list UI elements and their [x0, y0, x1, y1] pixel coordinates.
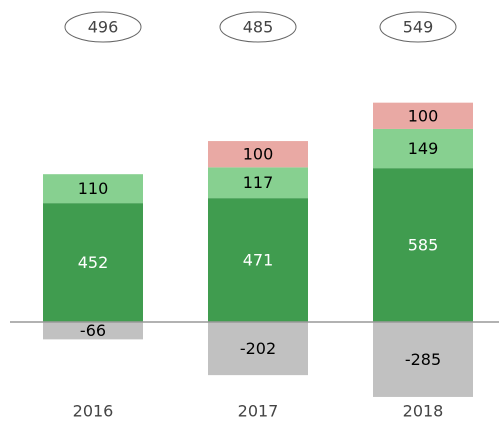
x-tick-label: 2018: [403, 402, 444, 421]
total-bubble: [379, 11, 457, 43]
value-label: 110: [78, 179, 109, 198]
value-label: -285: [405, 350, 441, 369]
value-label: -66: [80, 321, 106, 340]
total-label: 496: [88, 18, 119, 37]
bar-segment: [208, 141, 308, 168]
x-tick-label: 2017: [238, 402, 279, 421]
bar-segment: [43, 174, 143, 204]
total-label: 485: [243, 18, 274, 37]
total-bubble: [64, 11, 142, 43]
bar-segment: [208, 322, 308, 376]
bar-segment: [373, 168, 473, 322]
value-label: 100: [408, 106, 439, 125]
value-label: 100: [243, 145, 274, 164]
x-tick-label: 2016: [73, 402, 114, 421]
bar-segment: [208, 167, 308, 199]
bar-segment: [373, 128, 473, 169]
value-label: 585: [408, 236, 439, 255]
bar-segment: [43, 203, 143, 322]
bar-segment: [373, 322, 473, 397]
value-label: 149: [408, 139, 439, 158]
value-label: 471: [243, 251, 274, 270]
value-label: -202: [240, 339, 276, 358]
bar-segment: [208, 198, 308, 322]
bar-segment: [373, 102, 473, 129]
value-label: 117: [243, 173, 274, 192]
total-label: 549: [403, 18, 434, 37]
value-label: 452: [78, 253, 109, 272]
total-bubble: [219, 11, 297, 43]
bar-segment: [43, 322, 143, 340]
